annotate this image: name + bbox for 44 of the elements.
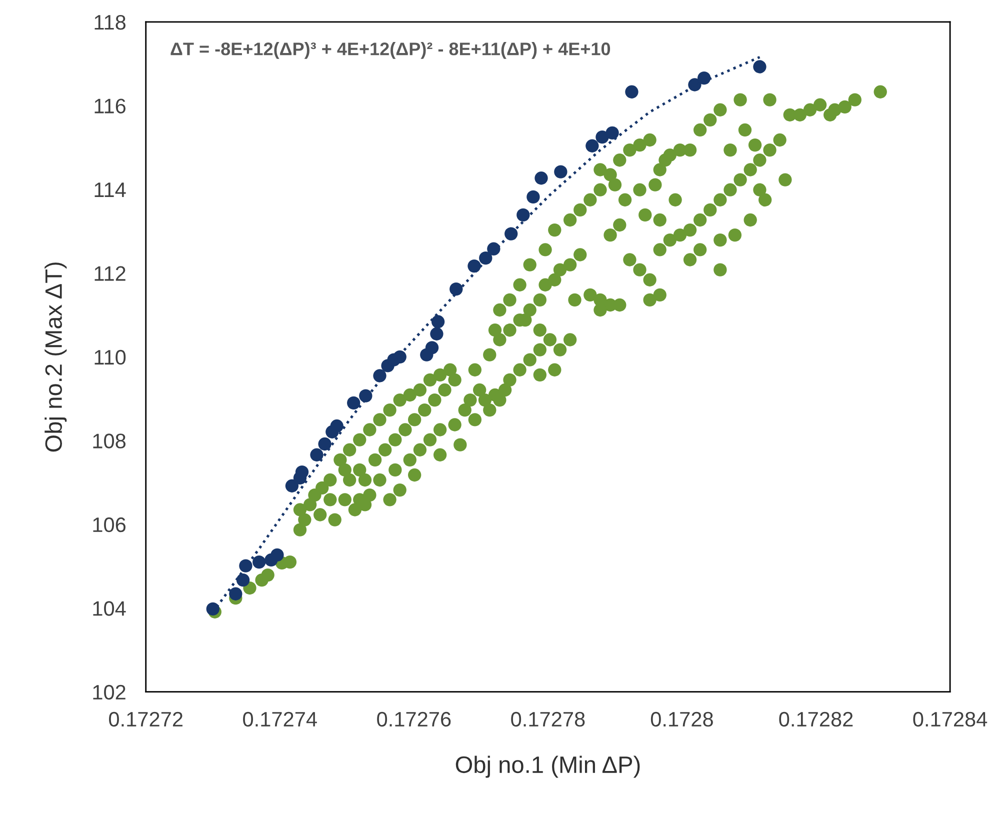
x-tick-label: 0.17284 (913, 712, 988, 727)
y-tick-label: 106 (93, 517, 126, 532)
point (554, 165, 568, 178)
point (526, 190, 540, 204)
y-tick-label: 114 (94, 182, 126, 197)
point (430, 327, 444, 340)
point (534, 172, 548, 185)
point (596, 130, 609, 144)
annotation: ΔT = -8E+12(ΔP)³ + 4E+12(ΔP)² - 8E+11(ΔP) + 4E+10 (170, 42, 610, 59)
y-tick-label: 102 (93, 684, 126, 700)
point (236, 573, 250, 587)
x-tick-label: 0.1728 (650, 712, 713, 727)
x-tick-label: 0.17278 (511, 712, 585, 727)
point (698, 71, 711, 85)
point (468, 259, 481, 273)
point (516, 208, 530, 222)
point (270, 548, 284, 562)
point (625, 85, 638, 98)
x-tick-label: 0.17272 (109, 712, 182, 727)
y-tick-label: 118 (94, 14, 126, 30)
y-tick-label: 112 (94, 266, 126, 281)
point (229, 587, 242, 600)
point (753, 60, 766, 74)
x-tick-label: 0.17274 (243, 712, 317, 727)
y-tick-label: 108 (93, 434, 126, 448)
y-tick-label: 110 (94, 350, 126, 365)
point (450, 282, 463, 296)
point (347, 396, 360, 410)
point (285, 479, 299, 492)
x-tick-label: 0.17282 (779, 712, 853, 727)
x-axis-title: Obj no.1 (Min ΔP) (456, 756, 640, 778)
point (586, 139, 599, 152)
point (425, 341, 439, 354)
y-axis-title: Obj no.2 (Max ΔT) (44, 262, 67, 452)
point (330, 419, 344, 433)
point (431, 315, 445, 328)
point (310, 448, 324, 462)
y-tick-label: 116 (94, 98, 126, 114)
y-tick-label: 104 (93, 601, 126, 616)
point (318, 437, 332, 451)
point (252, 555, 266, 569)
point (295, 465, 309, 479)
x-tick-label: 0.17276 (377, 712, 451, 727)
point (606, 126, 619, 140)
